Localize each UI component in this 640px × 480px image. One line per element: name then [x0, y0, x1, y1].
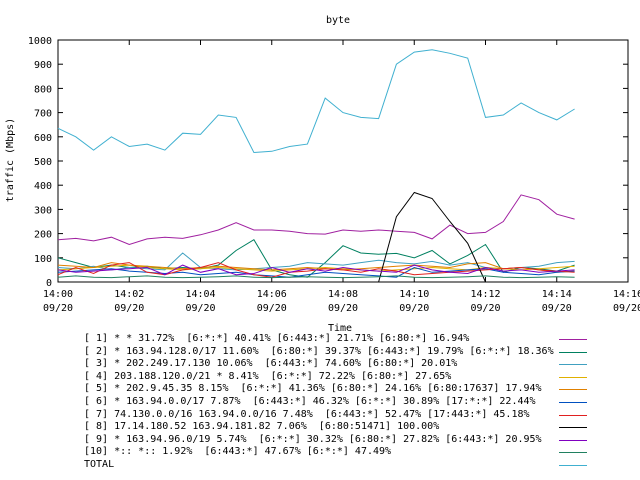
legend-entry: [ 4] 203.188.120.0/21 * 8.41% [6:*:*] 72… [84, 371, 624, 384]
legend-entry: [ 9] * 163.94.96.0/19 5.74% [6:*:*] 30.3… [84, 434, 624, 447]
y-axis-label: traffic (Mbps) [5, 118, 16, 202]
y-tick-label: 1000 [28, 36, 52, 47]
x-tick-date-label: 09/20 [542, 303, 572, 314]
x-tick-date-label: 09/20 [328, 303, 358, 314]
x-tick-time-label: 14:16 [613, 289, 640, 300]
x-tick-time-label: 14:14 [542, 289, 572, 300]
legend-label: [ 2] * 163.94.128.0/17 11.60% [6:80:*] 3… [84, 345, 554, 357]
legend-label: [ 4] 203.188.120.0/21 * 8.41% [6:*:*] 72… [84, 370, 452, 382]
legend-label: [ 8] 17.14.180.52 163.94.181.82 7.06% [6… [84, 421, 440, 433]
x-tick-date-label: 09/20 [399, 303, 429, 314]
legend-swatch [559, 339, 587, 340]
legend-label: [ 3] * 202.249.17.130 10.06% [6:443:*] 7… [84, 358, 458, 370]
legend-swatch [559, 351, 587, 353]
series-line [57, 49, 575, 154]
legend-label: TOTAL [84, 458, 115, 470]
x-tick-date-label: 09/20 [43, 303, 73, 314]
series-line [57, 194, 575, 246]
x-tick-date-label: 09/20 [185, 303, 215, 314]
legend-swatch [559, 464, 587, 466]
legend-swatch [559, 452, 587, 454]
legend-entry: [ 6] * 163.94.0.0/17 7.87% [6:443:*] 46.… [84, 396, 624, 409]
chart-title: byte [326, 15, 350, 26]
y-tick-label: 200 [34, 230, 52, 241]
y-tick-label: 300 [34, 205, 52, 216]
x-tick-time-label: 14:02 [114, 289, 144, 300]
legend: [ 1] * * 31.72% [6:*:*] 40.41% [6:443:*]… [84, 333, 624, 472]
legend-swatch [559, 389, 587, 391]
legend-entry: TOTAL [84, 459, 624, 472]
series-line [57, 262, 575, 273]
x-tick-time-label: 14:00 [43, 289, 73, 300]
legend-swatch [559, 401, 587, 403]
legend-entry: [ 1] * * 31.72% [6:*:*] 40.41% [6:443:*]… [84, 333, 624, 346]
legend-entry: [ 8] 17.14.180.52 163.94.181.82 7.06% [6… [84, 421, 624, 434]
legend-label: [10] *:: *:: 1.92% [6:443:*] 47.67% [6:*… [84, 446, 392, 458]
x-tick-date-label: 09/20 [470, 303, 500, 314]
legend-swatch [559, 364, 587, 366]
y-tick-label: 600 [34, 133, 52, 144]
x-axis-label: Time [328, 323, 352, 334]
legend-label: [ 7] 74.130.0.0/16 163.94.0.0/16 7.48% [… [84, 408, 530, 420]
y-tick-label: 500 [34, 157, 52, 168]
y-tick-label: 0 [46, 278, 52, 289]
legend-entry: [ 3] * 202.249.17.130 10.06% [6:443:*] 7… [84, 358, 624, 371]
legend-label: [ 5] * 202.9.45.35 8.15% [6:*:*] 41.36% … [84, 383, 542, 395]
legend-entry: [ 5] * 202.9.45.35 8.15% [6:*:*] 41.36% … [84, 383, 624, 396]
legend-swatch [559, 414, 587, 416]
x-tick-time-label: 14:06 [257, 289, 287, 300]
y-tick-label: 700 [34, 109, 52, 120]
series-line [57, 275, 575, 279]
y-tick-label: 400 [34, 181, 52, 192]
legend-swatch [559, 439, 587, 441]
series-line [57, 264, 575, 276]
y-tick-label: 900 [34, 60, 52, 71]
y-tick-label: 800 [34, 84, 52, 95]
x-tick-time-label: 14:08 [328, 289, 358, 300]
legend-swatch [559, 427, 587, 429]
legend-label: [ 1] * * 31.72% [6:*:*] 40.41% [6:443:*]… [84, 333, 470, 344]
x-tick-time-label: 14:04 [185, 289, 215, 300]
legend-entry: [ 7] 74.130.0.0/16 163.94.0.0/16 7.48% [… [84, 409, 624, 422]
legend-entry: [10] *:: *:: 1.92% [6:443:*] 47.67% [6:*… [84, 446, 624, 459]
legend-label: [ 6] * 163.94.0.0/17 7.87% [6:443:*] 46.… [84, 395, 536, 407]
legend-entry: [ 2] * 163.94.128.0/17 11.60% [6:80:*] 3… [84, 346, 624, 359]
x-tick-date-label: 09/20 [257, 303, 287, 314]
x-tick-time-label: 14:12 [470, 289, 500, 300]
x-tick-date-label: 09/20 [613, 303, 640, 314]
y-tick-label: 100 [34, 254, 52, 265]
legend-label: [ 9] * 163.94.96.0/19 5.74% [6:*:*] 30.3… [84, 433, 542, 445]
x-tick-time-label: 14:10 [399, 289, 429, 300]
legend-swatch [559, 376, 587, 378]
series-line [58, 191, 575, 283]
x-tick-date-label: 09/20 [114, 303, 144, 314]
